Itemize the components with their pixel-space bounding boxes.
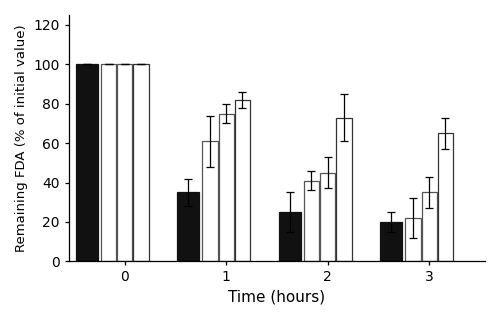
Bar bbox=[380, 222, 402, 261]
Bar bbox=[235, 100, 250, 261]
Bar bbox=[278, 212, 301, 261]
Bar bbox=[101, 64, 116, 261]
Bar bbox=[422, 192, 437, 261]
Y-axis label: Remaining FDA (% of initial value): Remaining FDA (% of initial value) bbox=[15, 24, 28, 252]
Bar bbox=[304, 180, 319, 261]
Bar bbox=[76, 64, 98, 261]
Bar bbox=[406, 218, 420, 261]
Bar bbox=[134, 64, 148, 261]
Bar bbox=[177, 192, 200, 261]
Bar bbox=[117, 64, 132, 261]
Bar bbox=[438, 133, 453, 261]
Bar bbox=[202, 141, 218, 261]
Bar bbox=[218, 114, 234, 261]
Bar bbox=[320, 173, 336, 261]
Bar bbox=[336, 117, 351, 261]
X-axis label: Time (hours): Time (hours) bbox=[228, 290, 326, 305]
